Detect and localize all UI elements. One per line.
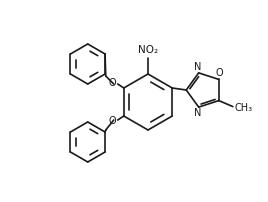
Text: NO₂: NO₂ bbox=[138, 45, 158, 55]
Text: N: N bbox=[194, 62, 201, 72]
Text: N: N bbox=[194, 108, 201, 118]
Text: CH₃: CH₃ bbox=[235, 103, 253, 113]
Text: O: O bbox=[216, 68, 224, 78]
Text: O: O bbox=[108, 78, 116, 88]
Text: O: O bbox=[108, 116, 116, 126]
